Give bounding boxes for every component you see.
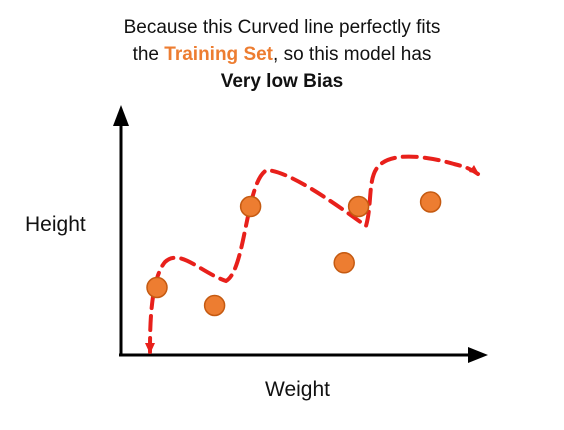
caption-line-1: Because this Curved line perfectly fits	[123, 17, 441, 38]
fit-curve	[148, 154, 480, 354]
x-axis-arrowhead	[468, 347, 488, 363]
y-axis-arrowhead	[113, 105, 129, 126]
training-point-4	[333, 252, 355, 274]
training-points	[146, 191, 442, 317]
training-point-3	[239, 195, 262, 218]
training-point-2	[203, 294, 226, 317]
caption-line-3: Very low Bias	[220, 71, 344, 92]
axes	[113, 105, 488, 363]
x-axis-label: Weight	[265, 378, 330, 401]
training-set-highlight: Training Set	[164, 44, 274, 65]
curve-end-arrowhead	[469, 165, 479, 174]
caption-line-2-end: , so this model has	[273, 44, 432, 65]
caption: Because this Curved line perfectly fits …	[0, 14, 564, 95]
training-point-5	[347, 195, 370, 218]
curve-start-arrowhead	[145, 343, 155, 354]
training-point-1	[146, 276, 168, 299]
y-axis-label: Height	[25, 213, 86, 236]
caption-line-2: the Training Set, so this model has	[0, 41, 564, 68]
training-point-6	[419, 191, 442, 213]
caption-line-2-start: the	[132, 44, 165, 65]
